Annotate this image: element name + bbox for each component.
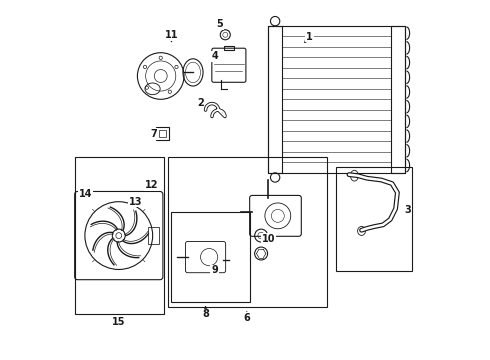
- Bar: [337, 167, 412, 271]
- Bar: [159, 130, 166, 137]
- Bar: [156, 127, 170, 140]
- Text: 6: 6: [244, 313, 250, 323]
- Bar: [172, 212, 250, 302]
- Bar: [269, 26, 405, 173]
- Text: 4: 4: [211, 51, 218, 61]
- Text: 14: 14: [79, 189, 92, 199]
- Text: 9: 9: [211, 265, 218, 275]
- Text: 2: 2: [197, 98, 203, 108]
- Bar: [74, 157, 164, 315]
- Text: 3: 3: [405, 206, 412, 216]
- Bar: [168, 157, 327, 307]
- Text: 11: 11: [165, 30, 178, 40]
- Text: 10: 10: [262, 234, 275, 244]
- Text: 8: 8: [202, 310, 209, 319]
- Text: 12: 12: [145, 180, 158, 190]
- Bar: [147, 227, 159, 244]
- Text: 1: 1: [306, 32, 313, 41]
- Text: 13: 13: [129, 197, 143, 207]
- Text: 15: 15: [112, 317, 125, 327]
- Bar: [269, 26, 282, 173]
- Bar: [223, 46, 234, 50]
- Text: 5: 5: [217, 19, 223, 29]
- Text: 7: 7: [150, 129, 157, 139]
- Bar: [391, 26, 405, 173]
